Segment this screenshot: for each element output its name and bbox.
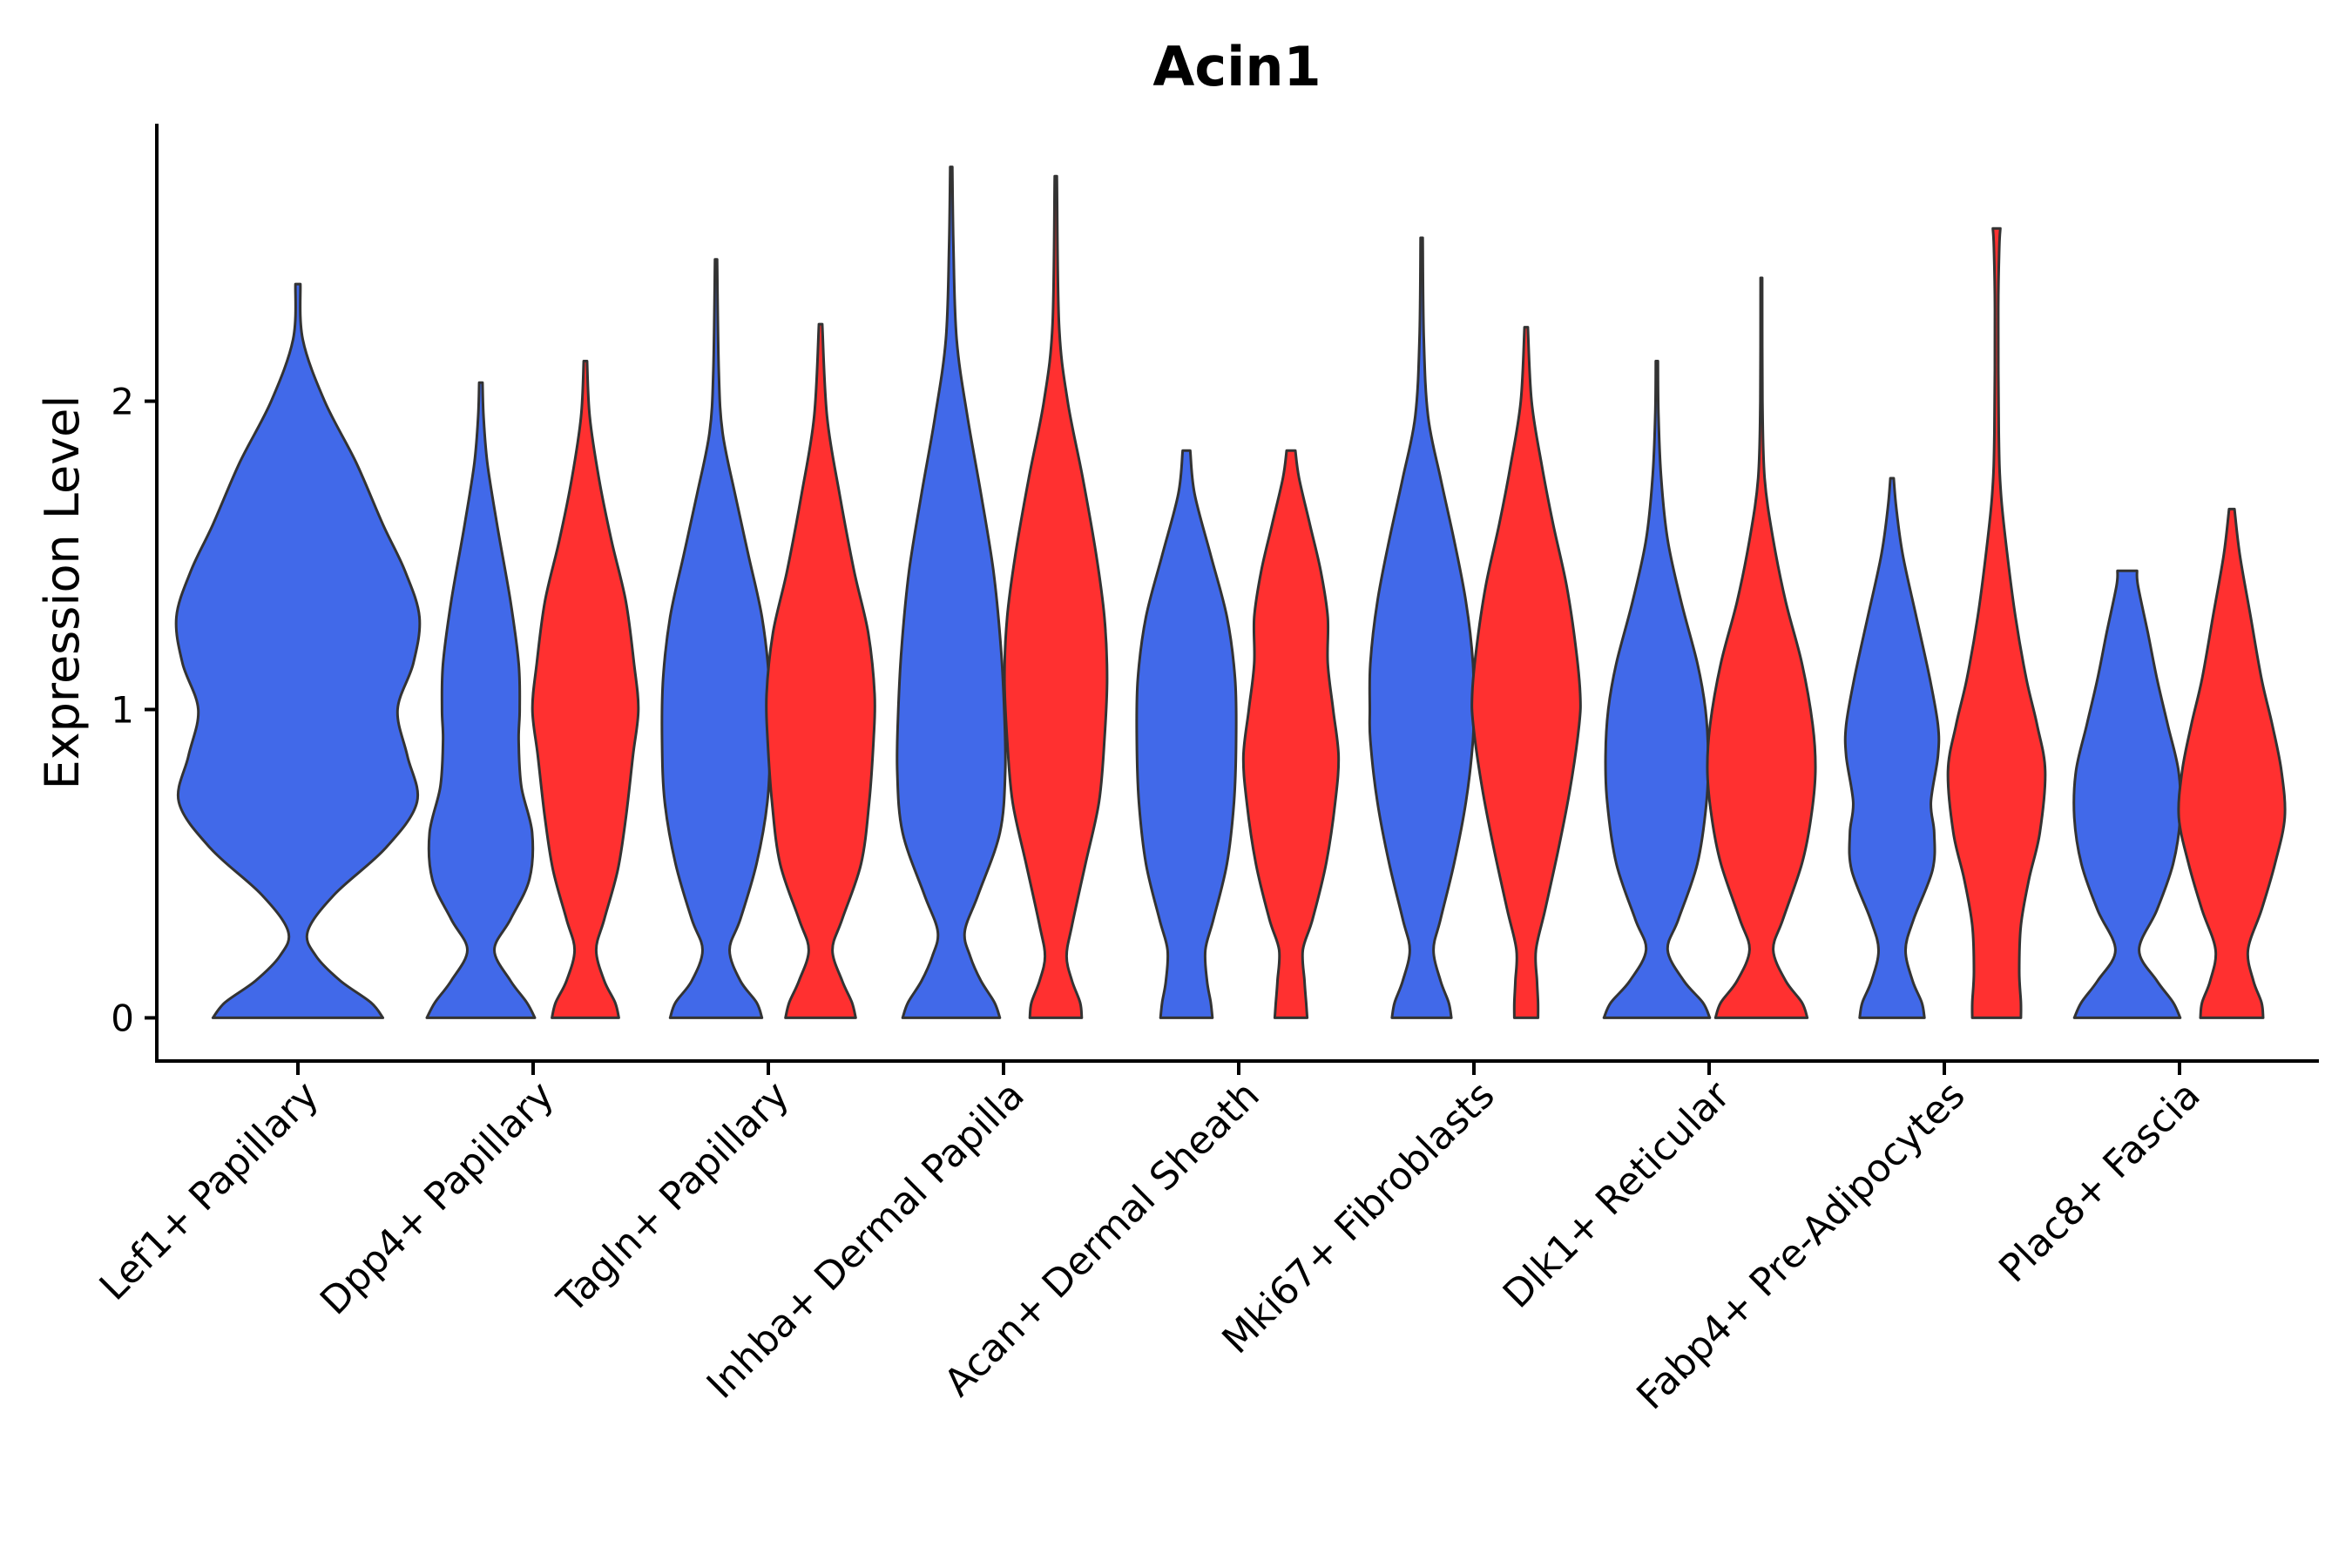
violin-3 <box>531 360 640 1019</box>
x-category-label: Dpp4+ Papillary <box>312 1073 563 1324</box>
violin-7 <box>1003 174 1109 1019</box>
violin-4 <box>660 258 772 1019</box>
violin-5 <box>765 322 876 1019</box>
x-category-label: Lef1+ Papillary <box>91 1073 328 1309</box>
y-axis-label: Expression Level <box>35 395 90 790</box>
violin-13 <box>1706 276 1817 1019</box>
violin-17 <box>2177 507 2287 1019</box>
y-tick-label: 0 <box>111 997 134 1039</box>
violin-16 <box>2072 569 2182 1019</box>
violin-6 <box>896 166 1007 1019</box>
x-category-label: Tagln+ Papillary <box>549 1073 798 1322</box>
violin-15 <box>1946 226 2047 1019</box>
violin-2 <box>425 381 537 1019</box>
x-category-label: Dlk1+ Reticular <box>1495 1072 1740 1317</box>
violin-9 <box>1241 449 1341 1019</box>
violin-10 <box>1368 236 1476 1019</box>
violins-layer <box>174 166 2287 1019</box>
violin-1 <box>174 282 422 1019</box>
y-tick-label: 1 <box>111 689 134 732</box>
x-category-label: Plac8+ Fascia <box>1990 1073 2209 1292</box>
x-category-label: Mki67+ Fibroblasts <box>1213 1073 1503 1362</box>
violin-14 <box>1843 476 1941 1019</box>
violin-12 <box>1602 360 1712 1019</box>
chart-title: Acin1 <box>1152 35 1321 98</box>
violin-11 <box>1470 326 1582 1019</box>
violin-8 <box>1135 449 1238 1019</box>
y-tick-label: 2 <box>111 381 134 423</box>
y-ticks: 0 1 2 <box>111 381 157 1039</box>
